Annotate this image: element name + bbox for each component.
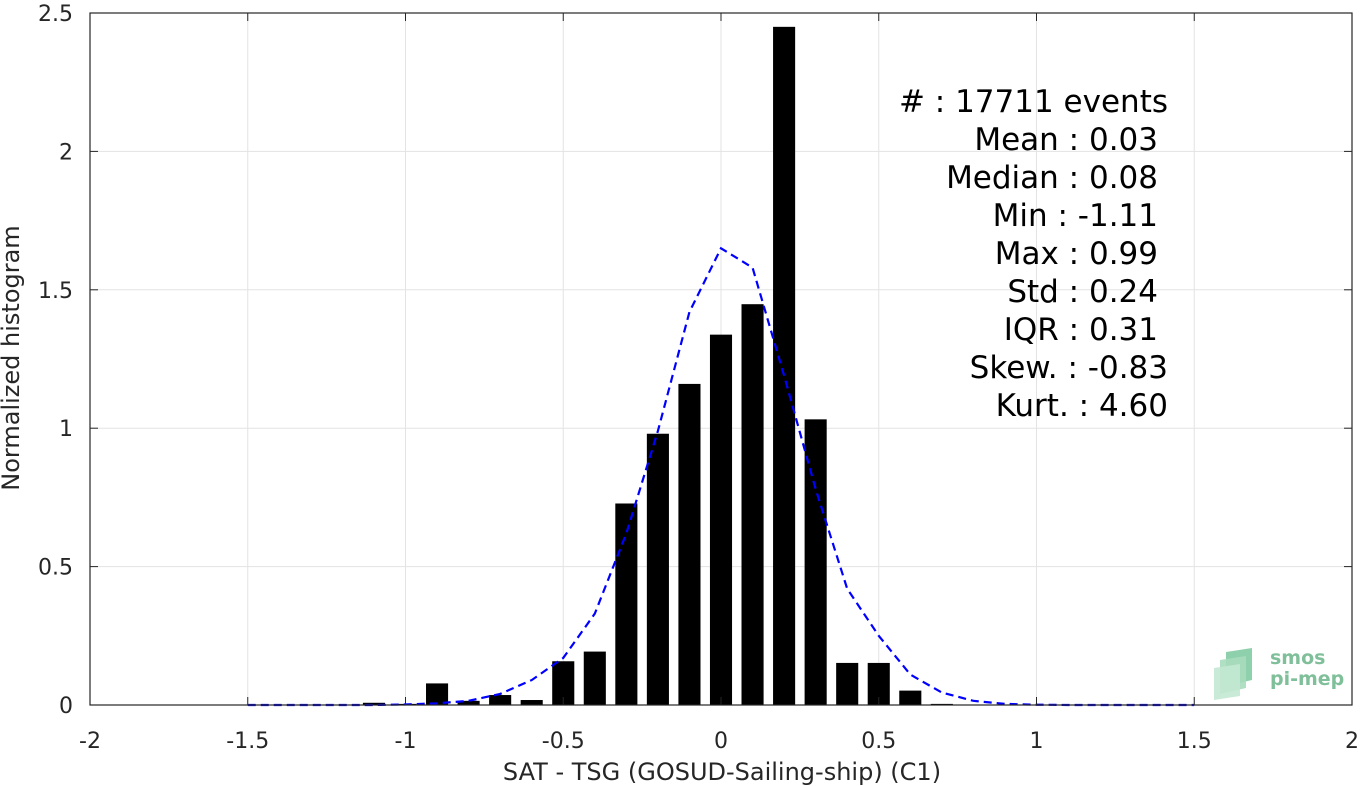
y-tick-label: 0.5 [38, 556, 73, 581]
histogram-bar [678, 383, 701, 705]
y-tick-label: 2.5 [38, 2, 73, 27]
histogram-bars [362, 26, 985, 706]
logo-line1: smos [1270, 647, 1326, 669]
x-tick-label: 0.5 [861, 729, 896, 754]
x-tick-label: 1 [1030, 729, 1044, 754]
histogram-bar [552, 661, 575, 705]
y-tick-label: 0 [59, 694, 73, 719]
histogram-bar [583, 651, 606, 705]
x-axis-label: SAT - TSG (GOSUD-Sailing-ship) (C1) [503, 758, 941, 786]
x-tick-label: -2 [79, 729, 101, 754]
histogram-bar [362, 702, 385, 705]
x-tick-label: 1.5 [1177, 729, 1212, 754]
y-axis-label: Normalized histogram [0, 225, 25, 490]
histogram-bar [804, 419, 827, 705]
histogram-bar [899, 690, 922, 705]
y-tick-labels: 0 0.5 1 1.5 2 2.5 [38, 2, 73, 719]
stats-line: Kurt. : 4.60 [996, 388, 1168, 424]
stats-line: Skew. : -0.83 [970, 350, 1168, 386]
stats-line: Median : 0.08 [946, 160, 1158, 196]
histogram-bar [520, 700, 543, 705]
x-tick-label: 2 [1345, 729, 1359, 754]
x-tick-labels: -2 -1.5 -1 -0.5 0 0.5 1 1.5 2 [79, 729, 1359, 754]
histogram-bar [836, 662, 859, 705]
x-tick-label: -1.5 [226, 729, 269, 754]
histogram-bar [426, 683, 449, 705]
histogram-bar [773, 26, 796, 705]
y-tick-label: 1 [59, 417, 73, 442]
logo-line2: pi-mep [1270, 668, 1345, 690]
stats-line: Mean : 0.03 [974, 122, 1158, 158]
histogram-bar [489, 695, 512, 705]
y-tick-label: 1.5 [38, 279, 73, 304]
histogram-bar [867, 662, 890, 705]
histogram-bar [709, 334, 733, 705]
histogram-bar [741, 304, 764, 705]
y-tick-label: 2 [59, 140, 73, 165]
stats-line: Max : 0.99 [995, 236, 1158, 272]
histogram-bar [646, 433, 669, 705]
x-tick-label: -1 [395, 729, 417, 754]
histogram-bar [457, 700, 480, 705]
stats-line: IQR : 0.31 [1004, 312, 1158, 348]
stats-line: Std : 0.24 [1007, 274, 1158, 310]
smos-pi-mep-logo: smos pi-mep [1212, 642, 1352, 702]
stats-line: Min : -1.11 [993, 198, 1158, 234]
x-tick-label: 0 [714, 729, 728, 754]
axis-ticks [89, 12, 1353, 706]
x-tick-label: -0.5 [542, 729, 585, 754]
stats-line: # : 17711 events [899, 84, 1168, 120]
histogram-bar [615, 503, 638, 705]
logo-mark-icon [1214, 648, 1252, 700]
